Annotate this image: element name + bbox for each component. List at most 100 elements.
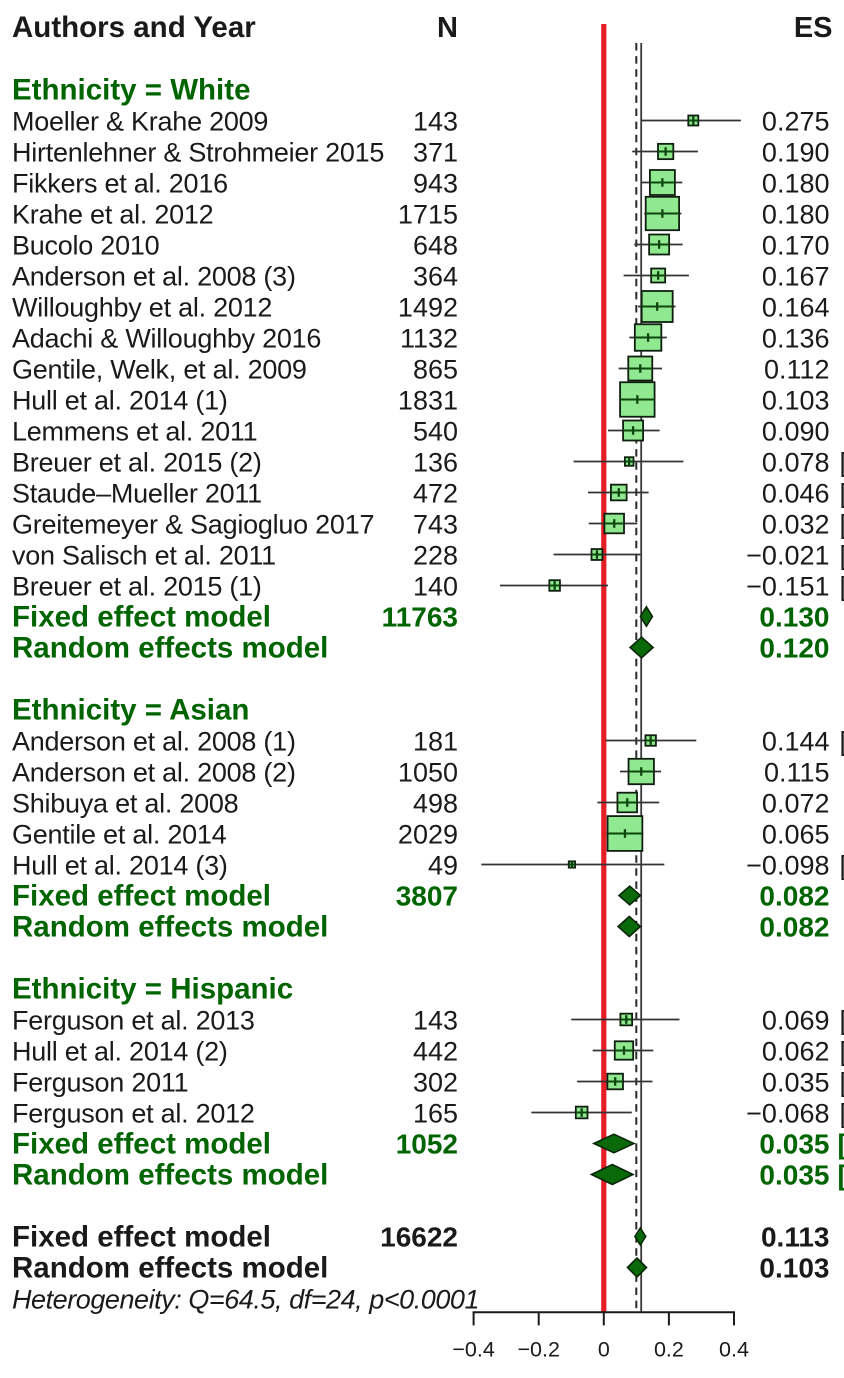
svg-text:0.170: 0.170 [762,231,830,261]
svg-text:Authors and Year: Authors and Year [12,11,256,44]
svg-text:−0.068: −0.068 [746,1099,829,1129]
svg-text:−0.151: −0.151 [746,572,829,602]
svg-text:[: [ [840,510,844,540]
svg-text:2029: 2029 [398,820,458,850]
svg-text:0.062: 0.062 [762,1037,830,1067]
svg-text:371: 371 [413,138,458,168]
svg-text:540: 540 [413,417,458,447]
svg-text:Fixed effect model: Fixed effect model [12,880,271,913]
svg-text:472: 472 [413,479,458,509]
svg-text:−0.2: −0.2 [517,1337,559,1361]
svg-text:181: 181 [413,727,458,757]
svg-text:0.167: 0.167 [762,262,830,292]
svg-text:Ferguson 2011: Ferguson 2011 [12,1068,188,1098]
svg-text:−0.098: −0.098 [746,851,829,881]
svg-text:Lemmens et al. 2011: Lemmens et al. 2011 [12,417,257,447]
svg-text:ES: ES [794,12,833,44]
svg-text:Ferguson et al. 2013: Ferguson et al. 2013 [12,1006,255,1036]
svg-text:N: N [437,12,458,44]
svg-text:1831: 1831 [398,386,458,416]
svg-text:0.164: 0.164 [762,293,830,323]
svg-text:[: [ [840,572,844,602]
svg-text:11763: 11763 [382,602,458,633]
svg-text:0.103: 0.103 [762,386,830,416]
svg-text:364: 364 [413,262,458,292]
svg-text:Fixed effect model: Fixed effect model [12,601,271,634]
svg-text:0.4: 0.4 [719,1337,749,1361]
svg-text:943: 943 [413,169,458,199]
svg-text:Random effects model: Random effects model [12,1159,328,1192]
svg-text:[: [ [840,1099,844,1129]
svg-text:140: 140 [413,572,458,602]
svg-text:Fixed effect model: Fixed effect model [12,1221,271,1254]
svg-text:Adachi & Willoughby 2016: Adachi & Willoughby 2016 [12,324,321,354]
svg-text:[: [ [840,727,844,757]
svg-text:Gentile, Welk, et al. 2009: Gentile, Welk, et al. 2009 [12,355,307,385]
svg-text:442: 442 [413,1037,458,1067]
svg-text:302: 302 [413,1068,458,1098]
svg-text:1715: 1715 [398,200,458,230]
svg-text:0.130: 0.130 [759,602,829,633]
svg-text:0.072: 0.072 [762,789,830,819]
svg-text:0.112: 0.112 [764,355,830,385]
svg-text:[: [ [840,1006,844,1036]
svg-text:Hull et al. 2014 (1): Hull et al. 2014 (1) [12,386,228,416]
svg-text:0.032: 0.032 [762,510,830,540]
svg-text:Random effects model: Random effects model [12,911,328,944]
svg-text:−0.4: −0.4 [452,1337,494,1361]
svg-text:0.115: 0.115 [764,758,830,788]
svg-text:143: 143 [413,1006,458,1036]
svg-text:Breuer et al. 2015 (2): Breuer et al. 2015 (2) [12,448,262,478]
svg-text:0.180: 0.180 [762,169,830,199]
svg-text:0.180: 0.180 [762,200,830,230]
svg-text:Heterogeneity: Q=64.5, df=24,: Heterogeneity: Q=64.5, df=24, p<0.0001 [12,1285,479,1315]
svg-text:1132: 1132 [400,324,458,354]
svg-text:Fikkers et al. 2016: Fikkers et al. 2016 [12,169,228,199]
svg-text:Anderson et al. 2008 (1): Anderson et al. 2008 (1) [12,727,296,757]
svg-text:−0.021: −0.021 [746,541,829,571]
svg-text:[: [ [840,541,844,571]
svg-text:0.069: 0.069 [762,1006,830,1036]
svg-text:[: [ [840,1037,844,1067]
svg-text:0.275: 0.275 [762,107,830,137]
svg-text:648: 648 [413,231,458,261]
svg-text:743: 743 [413,510,458,540]
svg-text:0.2: 0.2 [654,1337,684,1361]
svg-text:Hull et al. 2014 (3): Hull et al. 2014 (3) [12,851,228,881]
svg-text:Krahe et al. 2012: Krahe et al. 2012 [12,200,213,230]
svg-text:von Salisch et al. 2011: von Salisch et al. 2011 [12,541,276,571]
svg-text:[: [ [840,479,844,509]
svg-text:Ferguson et al. 2012: Ferguson et al. 2012 [12,1099,255,1129]
svg-text:Anderson et al. 2008 (2): Anderson et al. 2008 (2) [12,758,296,788]
svg-text:Staude–Mueller 2011: Staude–Mueller 2011 [12,479,262,509]
svg-text:Greitemeyer & Sagiogluo 2017: Greitemeyer & Sagiogluo 2017 [12,510,374,540]
svg-text:Hirtenlehner & Strohmeier 2015: Hirtenlehner & Strohmeier 2015 [12,138,384,168]
svg-text:1050: 1050 [398,758,458,788]
svg-text:[: [ [840,448,844,478]
svg-text:0.035: 0.035 [759,1129,829,1160]
svg-text:Ethnicity = White: Ethnicity = White [12,74,250,107]
svg-text:165: 165 [413,1099,458,1129]
svg-text:1052: 1052 [396,1129,458,1160]
svg-text:498: 498 [413,789,458,819]
svg-text:0.144: 0.144 [762,727,830,757]
svg-text:Fixed effect model: Fixed effect model [12,1128,271,1161]
svg-text:Anderson et al. 2008 (3): Anderson et al. 2008 (3) [12,262,296,292]
svg-text:0.035: 0.035 [762,1068,830,1098]
svg-text:0.113: 0.113 [761,1222,830,1253]
svg-text:Ethnicity = Hispanic: Ethnicity = Hispanic [12,973,293,1006]
svg-text:0.082: 0.082 [759,881,829,912]
svg-text:0.035: 0.035 [759,1160,829,1191]
svg-text:0.078: 0.078 [762,448,830,478]
svg-text:Gentile et al. 2014: Gentile et al. 2014 [12,820,227,850]
svg-text:Breuer et al. 2015 (1): Breuer et al. 2015 (1) [12,572,262,602]
svg-text:Willoughby et al. 2012: Willoughby et al. 2012 [12,293,272,323]
svg-text:0.120: 0.120 [759,633,829,664]
svg-text:Shibuya et al. 2008: Shibuya et al. 2008 [12,789,238,819]
svg-text:0.046: 0.046 [762,479,830,509]
svg-text:16622: 16622 [380,1222,458,1253]
svg-text:Ethnicity = Asian: Ethnicity = Asian [12,694,249,727]
svg-text:Random effects model: Random effects model [12,1252,328,1285]
svg-text:0.090: 0.090 [762,417,830,447]
svg-text:Hull et al. 2014 (2): Hull et al. 2014 (2) [12,1037,228,1067]
